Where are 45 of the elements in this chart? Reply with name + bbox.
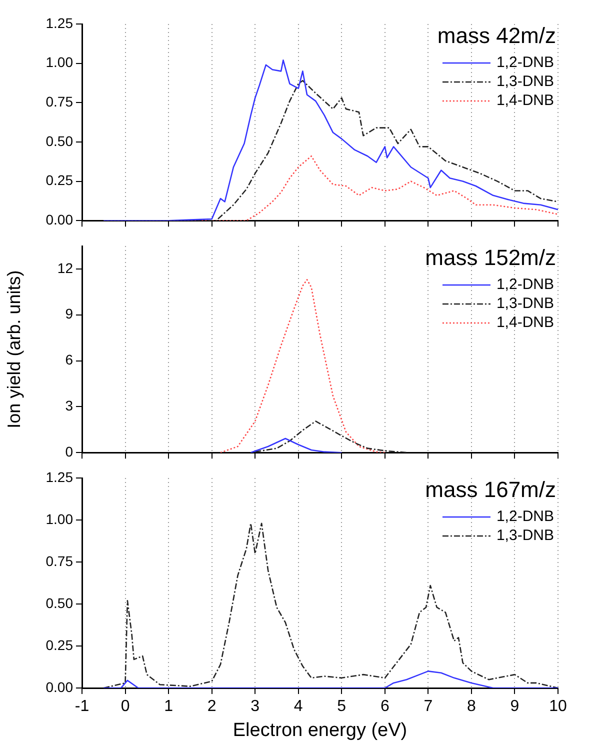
x-tick-label: 1 [164, 698, 174, 716]
line-series [220, 279, 386, 453]
y-tick-label: 9 [65, 306, 74, 322]
legend-title: mass 152m/z [425, 245, 556, 270]
y-tick-label: 1.00 [46, 510, 74, 527]
x-tick-label: 0 [120, 698, 130, 716]
y-tick-label: 0.50 [46, 132, 74, 149]
y-tick-label: 0.25 [46, 636, 74, 653]
y-tick-label: 0 [65, 443, 74, 460]
y-tick-label: 0.75 [46, 552, 74, 569]
y-axis-title: Ion yield (arb. units) [4, 270, 24, 428]
y-tick-label: 0.25 [46, 172, 74, 188]
x-axis-title: Electron energy (eV) [232, 720, 408, 741]
legend-label: 1,2-DNB [496, 54, 554, 72]
y-tick-label: 6 [65, 352, 74, 368]
y-tick-label: 0.00 [46, 678, 74, 695]
legend-title: mass 167m/z [425, 477, 556, 502]
legend-label: 1,2-DNB [496, 508, 554, 526]
x-tick-label: 3 [250, 698, 260, 716]
y-tick-label: 12 [57, 260, 74, 276]
line-series [102, 522, 558, 688]
x-tick-label: 6 [380, 698, 390, 716]
y-tick-label: 1.25 [46, 468, 74, 485]
x-tick-label: 9 [510, 698, 520, 716]
x-tick-label: 10 [549, 698, 567, 716]
line-series [254, 420, 408, 453]
legend-label: 1,4-DNB [496, 92, 554, 110]
x-tick-label: -1 [74, 698, 90, 716]
legend-label: 1,4-DNB [496, 314, 554, 332]
y-tick-label: 3 [65, 398, 74, 414]
x-tick-label: 2 [207, 698, 216, 716]
y-tick-label: 0.75 [46, 94, 74, 110]
legend-label: 1,2-DNB [496, 276, 554, 294]
y-tick-label: 1.25 [46, 14, 74, 31]
y-tick-label: 0.00 [46, 211, 74, 228]
x-tick-label: 4 [294, 698, 303, 716]
legend-label: 1,3-DNB [496, 73, 554, 90]
y-tick-label: 0.50 [46, 594, 74, 611]
x-tick-label: 7 [424, 698, 433, 716]
x-tick-label: 5 [337, 698, 346, 716]
x-tick-label: 8 [467, 698, 476, 716]
legend-label: 1,3-DNB [496, 527, 554, 544]
legend-label: 1,3-DNB [496, 295, 554, 312]
legend-title: mass 42m/z [437, 23, 556, 48]
y-tick-label: 1.00 [46, 54, 74, 70]
